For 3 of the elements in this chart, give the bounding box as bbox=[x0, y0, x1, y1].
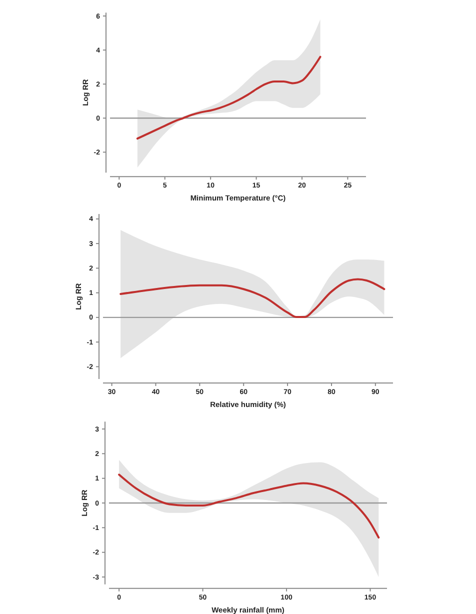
line-series bbox=[120, 278, 386, 318]
line-series bbox=[118, 474, 380, 539]
line-series bbox=[136, 56, 322, 140]
